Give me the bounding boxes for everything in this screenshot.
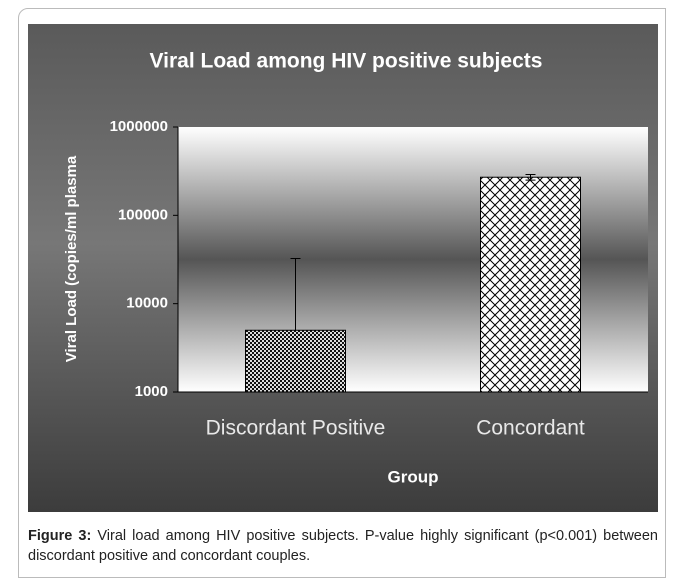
chart: Viral Load among HIV positive subjects V… [28,24,658,512]
caption-text: Viral load among HIV positive subjects. … [28,528,658,564]
y-tick-label: 100000 [118,206,168,223]
error-bar [525,173,536,181]
caption: Figure 3: Viral load among HIV positive … [28,526,658,566]
chart-title: Viral Load among HIV positive subjects [150,50,543,73]
y-tick-label: 1000 [135,383,168,400]
y-axis-label: Viral Load (copies/ml plasma [63,155,80,362]
caption-label: Figure 3: [28,528,92,544]
figure-frame [18,8,666,578]
bar [480,176,581,393]
x-tick-label: Discordant Positive [206,417,386,440]
error-bar [290,257,301,331]
x-tick-label: Concordant [476,417,585,440]
bar [245,329,346,393]
y-tick-label: 10000 [126,295,168,312]
y-tick-label: 1000000 [110,118,168,135]
x-axis-label: Group [388,467,439,486]
